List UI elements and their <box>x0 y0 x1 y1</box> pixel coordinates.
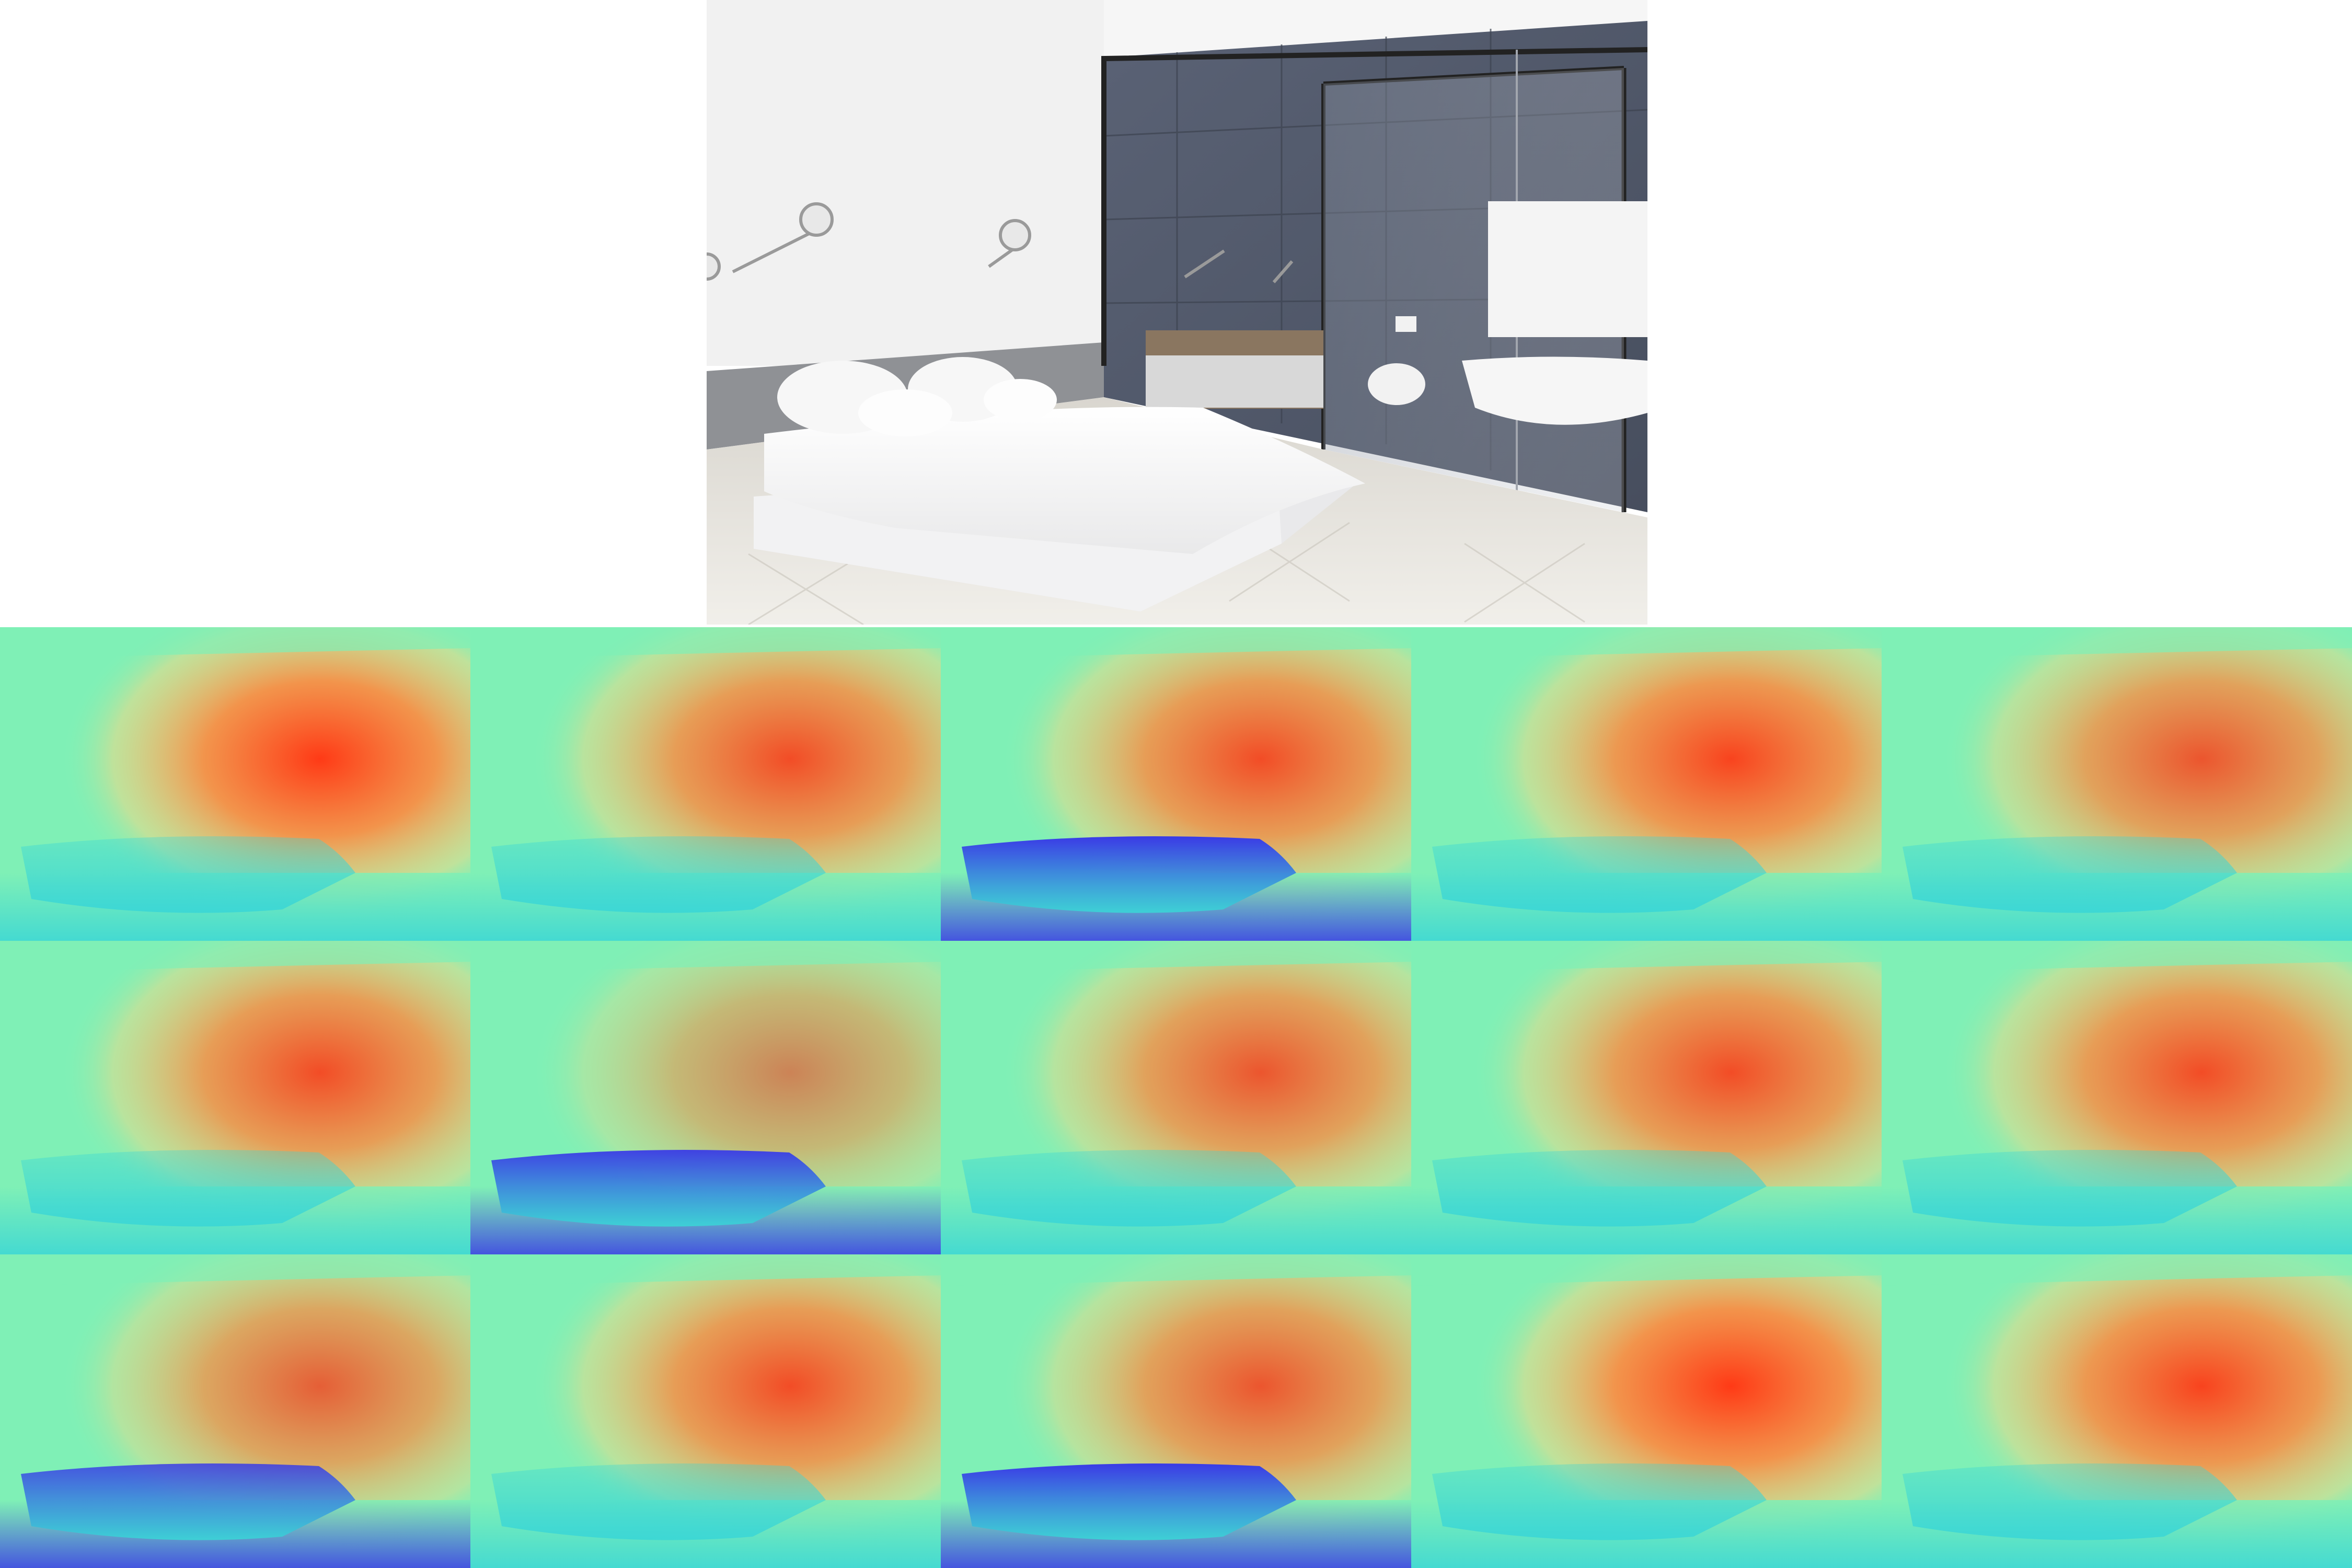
bedroom-photo-illustration <box>707 0 1647 625</box>
depth-map-image <box>470 627 941 941</box>
depth-map-image <box>1882 1254 2352 1568</box>
depth-map-image <box>1411 1254 1882 1568</box>
depth-map-image <box>1411 627 1882 941</box>
depth-map-image <box>941 1254 1411 1568</box>
mirror <box>1488 201 1647 337</box>
source-photo <box>707 0 1647 625</box>
wall-lamps <box>707 202 1294 283</box>
depth-map-r1c2 <box>470 627 941 941</box>
depth-map-r2c2 <box>470 941 941 1254</box>
depth-map-r3c5 <box>1882 1254 2352 1568</box>
depth-map-r3c1 <box>0 1254 470 1568</box>
depth-map-image <box>941 941 1411 1254</box>
depth-map-image <box>470 941 941 1254</box>
depth-map-image <box>0 941 470 1254</box>
depth-map-image <box>0 1254 470 1568</box>
depth-map-image <box>1411 941 1882 1254</box>
depth-map-r3c2 <box>470 1254 941 1568</box>
white-wall <box>707 0 1104 366</box>
depth-map-r3c3 <box>941 1254 1411 1568</box>
duvet <box>764 407 1365 554</box>
depth-map-image <box>1882 627 2352 941</box>
depth-map-r2c3 <box>941 941 1411 1254</box>
depth-map-r1c1 <box>0 627 470 941</box>
depth-map-r1c5 <box>1882 627 2352 941</box>
depth-map-image <box>941 627 1411 941</box>
depth-map-r2c1 <box>0 941 470 1254</box>
depth-map-r2c4 <box>1411 941 1882 1254</box>
depth-map-r2c5 <box>1882 941 2352 1254</box>
depth-map-r1c4 <box>1411 627 1882 941</box>
depth-map-image <box>470 1254 941 1568</box>
depth-map-grid <box>0 627 2352 1568</box>
depth-map-r1c3 <box>941 627 1411 941</box>
bathtub <box>1462 356 1647 425</box>
depth-map-image <box>1882 941 2352 1254</box>
depth-map-r3c4 <box>1411 1254 1882 1568</box>
toilet <box>1368 363 1425 405</box>
depth-map-image <box>0 627 470 941</box>
